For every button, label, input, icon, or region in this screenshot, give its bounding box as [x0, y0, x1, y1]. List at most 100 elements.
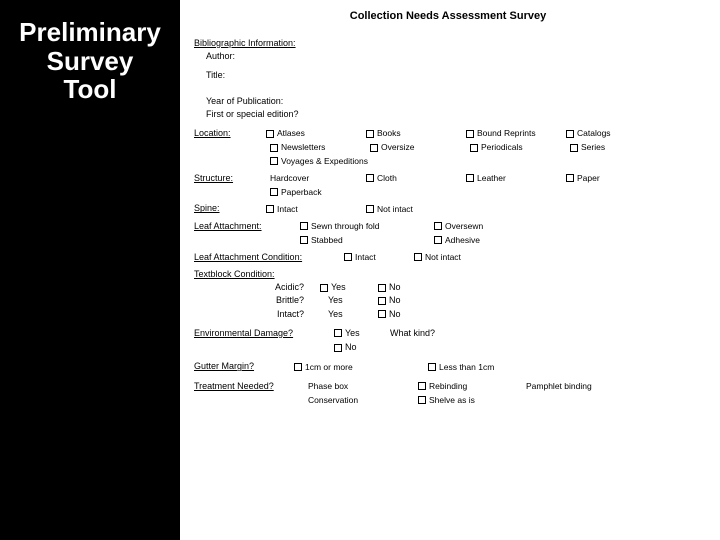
- checkbox-icon[interactable]: [300, 236, 308, 244]
- structure-opt-hardcover: Hardcover: [260, 173, 356, 184]
- leaf-cond-label: Leaf Attachment Condition:: [194, 252, 334, 263]
- location-opt-newsletters: Newsletters: [264, 142, 360, 153]
- checkbox-icon[interactable]: [270, 188, 278, 196]
- checkbox-icon[interactable]: [566, 174, 574, 182]
- leaf-opt-stabbed: Stabbed: [294, 235, 424, 246]
- location-opt-periodicals: Periodicals: [464, 142, 560, 153]
- biblio-heading: Bibliographic Information:: [194, 38, 702, 49]
- checkbox-icon[interactable]: [418, 396, 426, 404]
- env-label: Environmental Damage?: [194, 328, 324, 339]
- checkbox-icon[interactable]: [370, 144, 378, 152]
- structure-opt-paper: Paper: [560, 173, 656, 184]
- treat-phase: Phase box: [308, 381, 408, 392]
- checkbox-icon[interactable]: [366, 130, 374, 138]
- intact-no: No: [372, 309, 430, 320]
- structure-row-1: Structure: Hardcover Cloth Leather Paper: [194, 173, 702, 184]
- leaf-opt-sewn: Sewn through fold: [294, 221, 424, 232]
- env-kind: What kind?: [390, 328, 435, 339]
- location-opt-voyages: Voyages & Expeditions: [264, 156, 424, 167]
- gutter-opt-less: Less than 1cm: [422, 362, 518, 373]
- spine-opt-notintact: Not intact: [360, 204, 456, 215]
- treat-pamphlet: Pamphlet binding: [526, 381, 622, 392]
- spine-row: Spine: Intact Not intact: [194, 203, 702, 214]
- textblock-acidic: Acidic? Yes No: [194, 282, 702, 293]
- location-label: Location:: [194, 128, 256, 139]
- checkbox-icon[interactable]: [270, 144, 278, 152]
- structure-row-2: Paperback: [264, 187, 702, 198]
- checkbox-icon[interactable]: [334, 344, 342, 352]
- checkbox-icon[interactable]: [434, 236, 442, 244]
- title-label: Title:: [206, 70, 702, 81]
- checkbox-icon[interactable]: [366, 174, 374, 182]
- textblock-label: Textblock Condition:: [194, 269, 702, 280]
- treat-shelve: Shelve as is: [412, 395, 508, 406]
- env-no: No: [328, 342, 386, 353]
- checkbox-icon[interactable]: [566, 130, 574, 138]
- leaf-attach-row-1: Leaf Attachment: Sewn through fold Overs…: [194, 221, 702, 232]
- treatment-row-1: Treatment Needed? Phase box Rebinding Pa…: [194, 381, 702, 392]
- checkbox-icon[interactable]: [466, 174, 474, 182]
- location-row-1: Location: Atlases Books Bound Reprints C…: [194, 128, 702, 139]
- checkbox-icon[interactable]: [300, 222, 308, 230]
- structure-label: Structure:: [194, 173, 256, 184]
- location-opt-atlases: Atlases: [260, 128, 356, 139]
- treatment-label: Treatment Needed?: [194, 381, 304, 392]
- author-label: Author:: [206, 51, 702, 62]
- checkbox-icon[interactable]: [418, 382, 426, 390]
- checkbox-icon[interactable]: [378, 284, 386, 292]
- title-line-2: Survey: [47, 46, 134, 76]
- checkbox-icon[interactable]: [320, 284, 328, 292]
- checkbox-icon[interactable]: [366, 205, 374, 213]
- treat-conservation: Conservation: [308, 395, 408, 406]
- structure-opt-leather: Leather: [460, 173, 556, 184]
- checkbox-icon[interactable]: [470, 144, 478, 152]
- checkbox-icon[interactable]: [294, 363, 302, 371]
- brittle-yes: Yes: [314, 295, 372, 306]
- checkbox-icon[interactable]: [334, 329, 342, 337]
- checkbox-icon[interactable]: [344, 253, 352, 261]
- checkbox-icon[interactable]: [266, 205, 274, 213]
- leaf-opt-oversewn: Oversewn: [428, 221, 524, 232]
- title-line-3: Tool: [64, 74, 117, 104]
- checkbox-icon[interactable]: [270, 157, 278, 165]
- location-opt-catalogs: Catalogs: [560, 128, 656, 139]
- sidebar: Preliminary Survey Tool: [0, 0, 180, 540]
- intact-yes: Yes: [314, 309, 372, 320]
- checkbox-icon[interactable]: [266, 130, 274, 138]
- textblock-brittle: Brittle? Yes No: [194, 295, 702, 306]
- checkbox-icon[interactable]: [570, 144, 578, 152]
- leaf-attach-label: Leaf Attachment:: [194, 221, 290, 232]
- checkbox-icon[interactable]: [378, 297, 386, 305]
- gutter-label: Gutter Margin?: [194, 361, 284, 372]
- treat-rebinding: Rebinding: [412, 381, 522, 392]
- env-row-1: Environmental Damage? Yes What kind?: [194, 328, 702, 339]
- slide-title: Preliminary Survey Tool: [0, 18, 180, 104]
- location-opt-oversize: Oversize: [364, 142, 460, 153]
- edition-label: First or special edition?: [206, 109, 702, 120]
- brittle-no: No: [372, 295, 430, 306]
- year-label: Year of Publication:: [206, 96, 702, 107]
- checkbox-icon[interactable]: [434, 222, 442, 230]
- survey-document: Collection Needs Assessment Survey Bibli…: [180, 0, 720, 540]
- checkbox-icon[interactable]: [378, 310, 386, 318]
- checkbox-icon[interactable]: [466, 130, 474, 138]
- location-opt-bound: Bound Reprints: [460, 128, 556, 139]
- acidic-no: No: [372, 282, 430, 293]
- location-opt-books: Books: [360, 128, 456, 139]
- env-yes: Yes: [328, 328, 386, 339]
- acidic-label: Acidic?: [194, 282, 314, 293]
- leaf-cond-row: Leaf Attachment Condition: Intact Not in…: [194, 252, 702, 263]
- env-row-2: No: [328, 342, 702, 353]
- checkbox-icon[interactable]: [428, 363, 436, 371]
- checkbox-icon[interactable]: [414, 253, 422, 261]
- spine-opt-intact: Intact: [260, 204, 356, 215]
- leaf-cond-notintact: Not intact: [408, 252, 504, 263]
- gutter-opt-1cm: 1cm or more: [288, 362, 418, 373]
- leaf-opt-adhesive: Adhesive: [428, 235, 524, 246]
- location-opt-series: Series: [564, 142, 660, 153]
- structure-opt-paperback: Paperback: [264, 187, 360, 198]
- intact-label: Intact?: [194, 309, 314, 320]
- location-row-3: Voyages & Expeditions: [264, 156, 702, 167]
- leaf-attach-row-2: Stabbed Adhesive: [294, 235, 702, 246]
- location-row-2: Newsletters Oversize Periodicals Series: [264, 142, 702, 153]
